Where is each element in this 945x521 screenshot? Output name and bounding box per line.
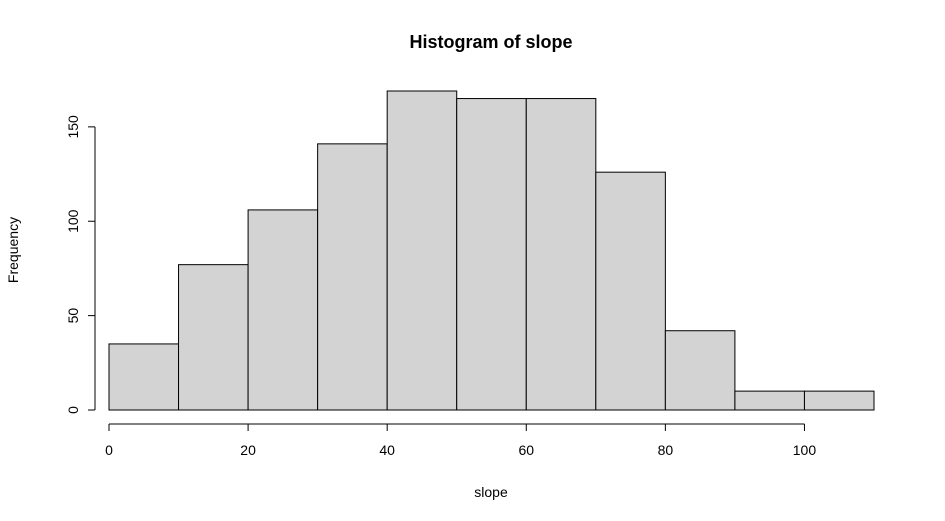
x-tick-label-2: 40 xyxy=(379,442,395,458)
histogram-bar-3 xyxy=(317,143,388,411)
bars-group xyxy=(108,90,875,411)
histogram-bar-7 xyxy=(595,171,666,411)
y-axis: 0 50 100 150 xyxy=(65,115,96,414)
histogram-bar-2 xyxy=(247,209,319,411)
y-tick-label-2: 100 xyxy=(65,209,81,233)
y-tick-label-0: 0 xyxy=(65,406,81,414)
x-tick-label-0: 0 xyxy=(105,442,113,458)
histogram-bar-0 xyxy=(108,343,180,411)
x-tick-label-3: 60 xyxy=(518,442,534,458)
y-axis-label: Frequency xyxy=(5,217,21,283)
x-tick-label-5: 100 xyxy=(793,442,817,458)
histogram-bar-1 xyxy=(178,264,249,411)
y-tick-label-1: 50 xyxy=(65,308,81,324)
histogram-bar-4 xyxy=(386,90,458,411)
y-tick-label-3: 150 xyxy=(65,115,81,139)
histogram-bar-6 xyxy=(525,98,597,411)
chart-title: Histogram of slope xyxy=(409,32,572,52)
x-axis: 0 20 40 60 80 100 xyxy=(105,423,817,458)
histogram-bar-5 xyxy=(456,98,527,411)
histogram-bar-8 xyxy=(664,330,736,411)
x-tick-label-1: 20 xyxy=(240,442,256,458)
x-axis-label: slope xyxy=(474,484,508,500)
histogram-bar-10 xyxy=(803,390,875,411)
histogram-bar-9 xyxy=(734,390,805,411)
x-tick-label-4: 80 xyxy=(658,442,674,458)
